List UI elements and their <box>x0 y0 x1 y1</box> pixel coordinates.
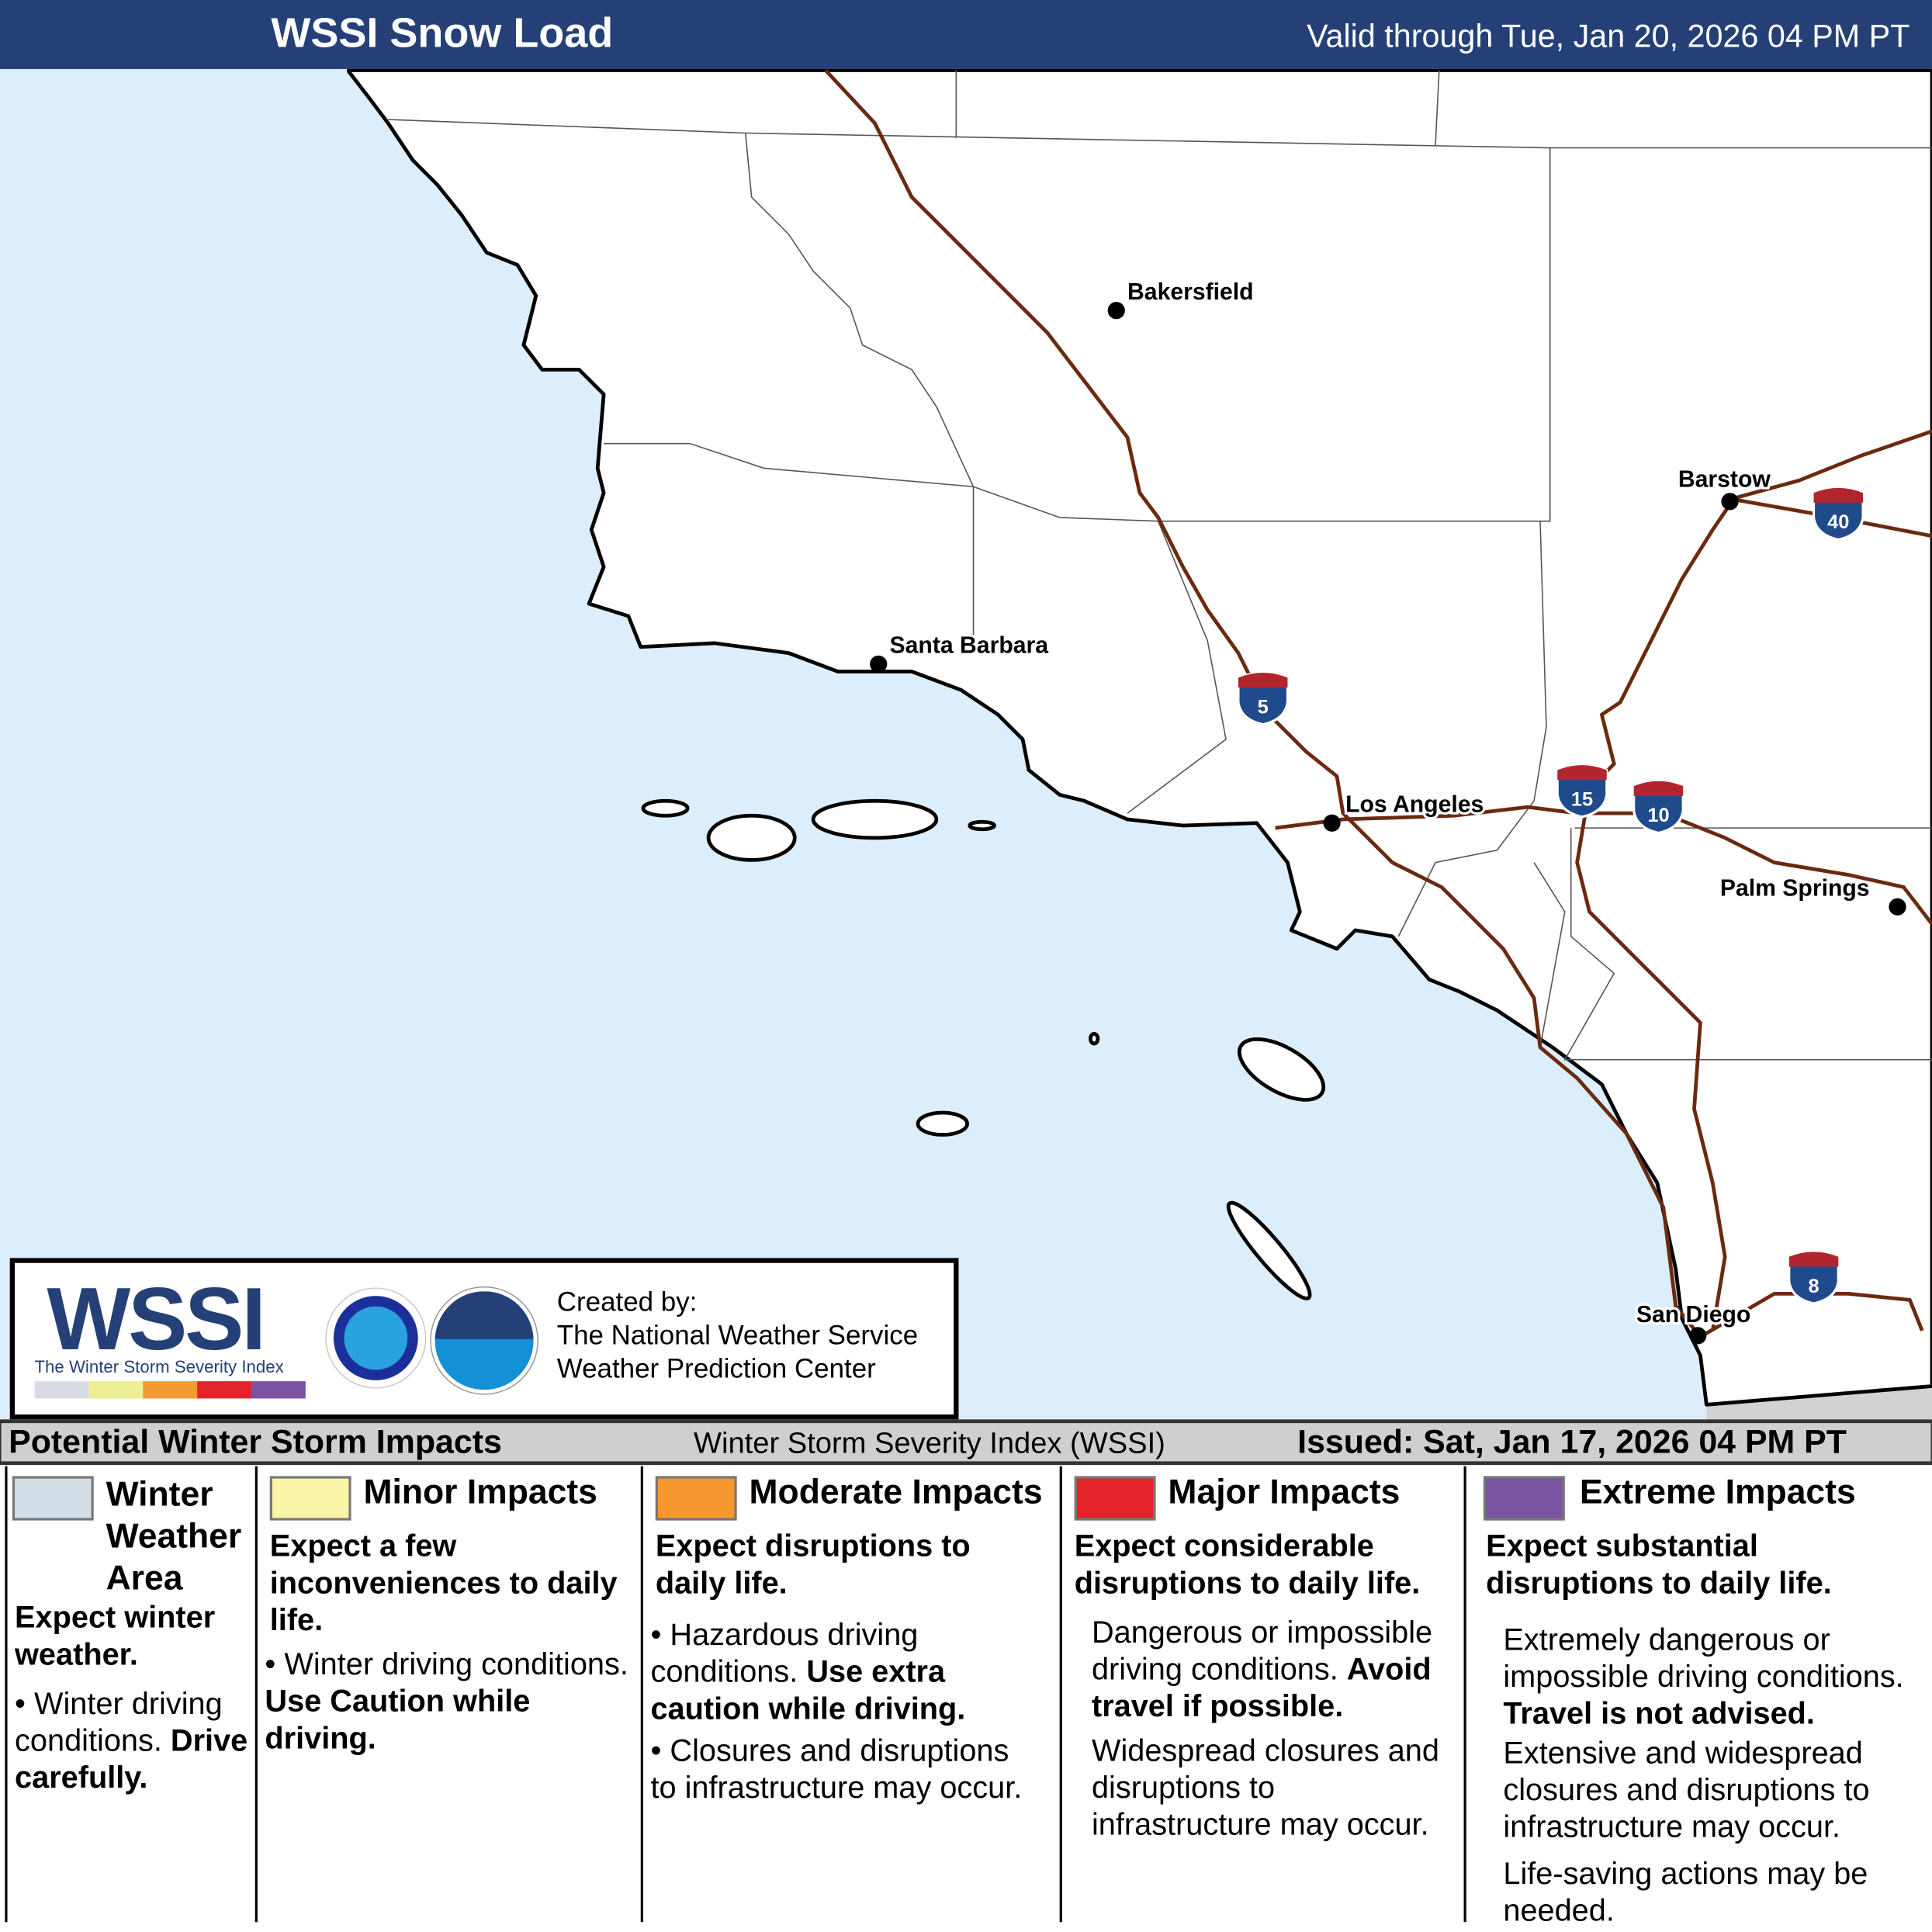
shield-icon-i40: 40 <box>1812 486 1864 542</box>
org-nws: The National Weather Service <box>556 1319 919 1351</box>
shield-icon-i15: 15 <box>1556 763 1608 819</box>
wssi-color-scale <box>34 1381 306 1399</box>
legend-winter-weather-area: Winter Weather Area Expect winter weathe… <box>5 1466 254 1923</box>
wssi-subtitle: The Winter Storm Severity Index <box>34 1356 284 1376</box>
city-markers <box>870 302 1906 1345</box>
legend-swatch <box>269 1476 351 1521</box>
legend-bullet: • Hazardous driving conditions. Use extr… <box>650 1618 966 1726</box>
index-name: Winter Storm Severity Index (WSSI) <box>694 1426 1165 1460</box>
legend-swatch <box>12 1476 94 1521</box>
legend-minor-impacts: Minor Impacts Expect a few inconvenience… <box>254 1466 639 1923</box>
highway-i5 <box>824 68 1702 1338</box>
map: Bakersfield Santa Barbara Los Angeles Ba… <box>0 68 1932 1420</box>
legend-bullet: Extensive and widespread closures and di… <box>1503 1736 1870 1845</box>
legend-summary: Expect disruptions to daily life. <box>655 1529 971 1601</box>
highway-i15 <box>1575 501 1733 1331</box>
city-label: Los Angeles <box>1345 791 1484 817</box>
city-label: San Diego <box>1636 1302 1750 1328</box>
credits-box: WSSI The Winter Storm Severity Index Cre… <box>9 1258 959 1420</box>
wssi-logo: WSSI <box>47 1270 266 1369</box>
legend-bullet: Life-saving actions may be needed. <box>1503 1857 1868 1929</box>
noaa-logo-icon <box>431 1287 538 1394</box>
svg-text:40: 40 <box>1827 511 1849 533</box>
interstate-highways <box>824 68 1932 1339</box>
county-lines <box>388 70 1932 1061</box>
legend-title: Major Impacts <box>1168 1472 1401 1511</box>
svg-text:8: 8 <box>1808 1276 1819 1297</box>
shield-icon-i8: 8 <box>1788 1250 1840 1305</box>
legend-title: Minor Impacts <box>363 1472 597 1511</box>
city-labels: Bakersfield Santa Barbara Los Angeles Ba… <box>887 277 1871 1330</box>
legend-swatch <box>1483 1476 1565 1521</box>
org-wpc: Weather Prediction Center <box>556 1352 876 1384</box>
svg-text:10: 10 <box>1647 805 1669 826</box>
valid-through: Valid through Tue, Jan 20, 2026 04 PM PT <box>1307 17 1910 54</box>
city-label: Santa Barbara <box>890 633 1049 659</box>
header-bar: WSSI Snow Load Valid through Tue, Jan 20… <box>0 0 1932 69</box>
highway-i40 <box>1730 429 1932 501</box>
city-label: Barstow <box>1678 466 1771 492</box>
legend-summary: Expect substantial disruptions to daily … <box>1486 1529 1832 1601</box>
legend-bullet: • Closures and disruptions to infrastruc… <box>650 1733 1023 1806</box>
legend-title: Moderate Impacts <box>749 1472 1043 1511</box>
mexico <box>1706 1386 1932 1420</box>
city-label: Bakersfield <box>1127 279 1254 305</box>
legend-moderate-impacts: Moderate Impacts Expect disruptions to d… <box>640 1466 1056 1923</box>
svg-text:15: 15 <box>1571 789 1593 811</box>
page-title: WSSI Snow Load <box>271 9 614 57</box>
nws-logo-icon <box>325 1287 427 1389</box>
legend-bullet: Dangerous or impossible driving conditio… <box>1091 1615 1433 1724</box>
legend-summary: Expect considerable disruptions to daily… <box>1074 1529 1421 1601</box>
legend-bullet: Extremely dangerous or impossible drivin… <box>1503 1622 1904 1732</box>
highway-i8 <box>1699 1292 1924 1339</box>
legend-bullet: Widespread closures and disruptions to i… <box>1091 1733 1439 1843</box>
created-by-label: Created by: <box>556 1286 698 1317</box>
legend-summary: Expect a few inconveniences to daily lif… <box>269 1529 618 1638</box>
legend-extreme-impacts: Extreme Impacts Expect substantial disru… <box>1463 1466 1932 1928</box>
legend-swatch <box>655 1476 737 1521</box>
interstate-shields: 5 15 10 40 8 <box>1237 486 1864 1305</box>
legend-title: Extreme Impacts <box>1579 1472 1856 1511</box>
impacts-title-bar: Potential Winter Storm Impacts Winter St… <box>0 1419 1932 1466</box>
legend-bullet: • Winter driving conditions. Drive caref… <box>15 1686 248 1795</box>
impacts-title: Potential Winter Storm Impacts <box>9 1423 502 1460</box>
shield-icon-i10: 10 <box>1633 780 1684 835</box>
legend-major-impacts: Major Impacts Expect considerable disrup… <box>1059 1466 1463 1923</box>
created-by: Created by: The National Weather Service… <box>557 1285 918 1385</box>
legend-swatch <box>1074 1476 1156 1521</box>
svg-text:5: 5 <box>1258 696 1269 718</box>
legend-bullet: • Winter driving conditions. Use Caution… <box>265 1647 628 1756</box>
legend-summary: Expect winter weather. <box>15 1600 216 1672</box>
issued-time: Issued: Sat, Jan 17, 2026 04 PM PT <box>1297 1423 1847 1460</box>
city-label: Palm Springs <box>1720 875 1870 901</box>
islands <box>641 798 1326 1300</box>
legend-title: Winter Weather Area <box>106 1474 242 1598</box>
shield-icon-i5: 5 <box>1237 671 1290 726</box>
